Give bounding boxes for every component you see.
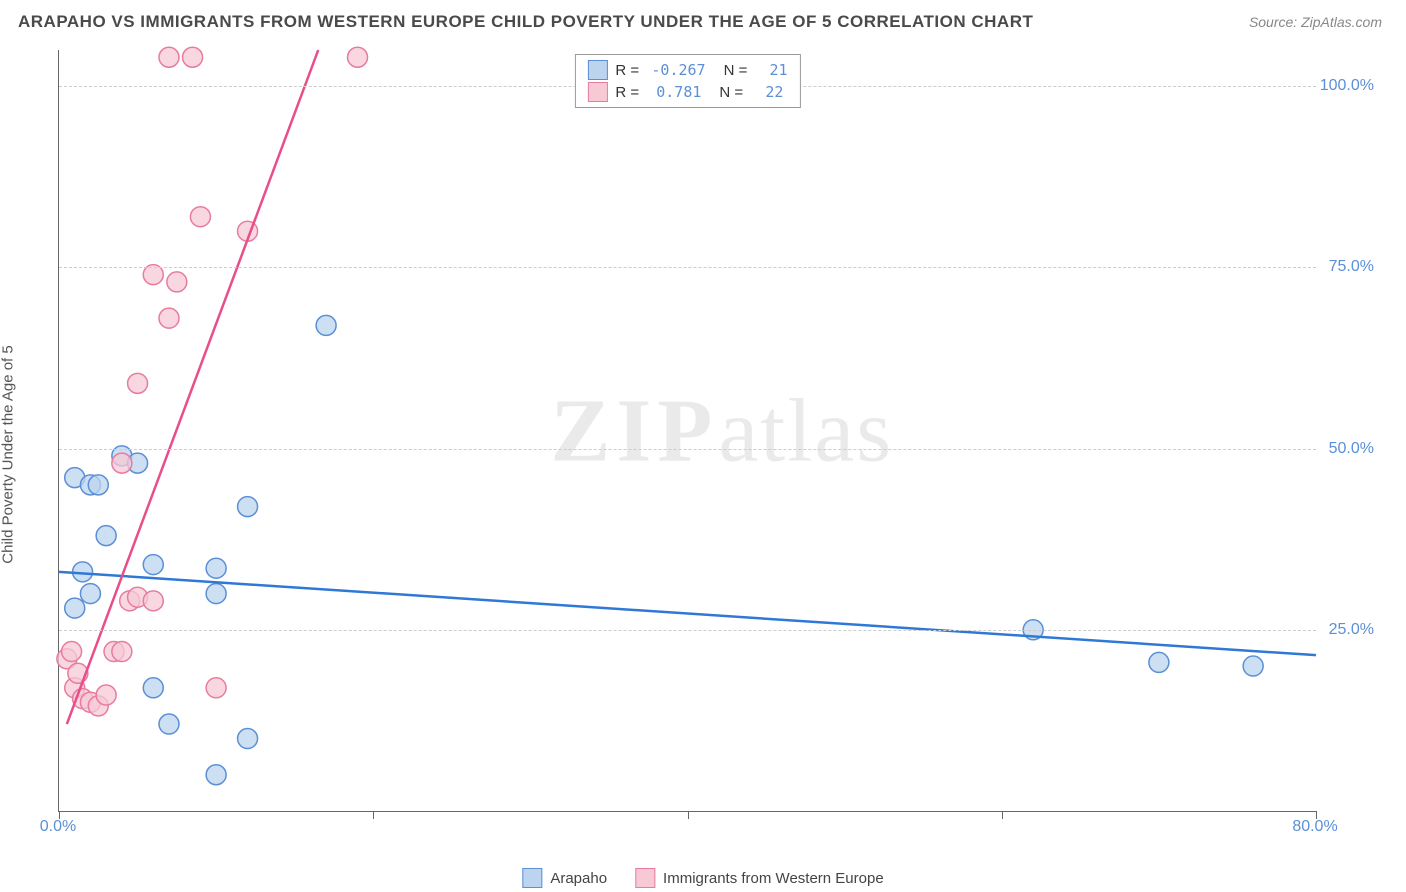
y-tick-label: 50.0% [1329,440,1374,458]
legend-label: Arapaho [550,870,607,887]
legend-swatch [635,868,655,888]
data-point [80,584,100,604]
legend-row: R = -0.267 N = 21 [587,59,787,81]
gridline [59,267,1316,268]
data-point [183,47,203,67]
x-tick-label: 0.0% [40,818,76,836]
data-point [238,497,258,517]
source-label: Source: [1249,14,1297,30]
x-tick-label: 80.0% [1292,818,1337,836]
legend-label: Immigrants from Western Europe [663,870,884,887]
trend-line [59,572,1316,655]
y-tick-label: 25.0% [1329,621,1374,639]
chart-title: ARAPAHO VS IMMIGRANTS FROM WESTERN EUROP… [18,12,1033,32]
n-value: 21 [760,61,788,79]
data-point [206,584,226,604]
legend-swatch [587,60,607,80]
scatter-plot-svg [59,50,1316,811]
data-point [62,642,82,662]
data-point [143,678,163,698]
data-point [1149,652,1169,672]
r-label: R = [615,84,643,101]
n-label: N = [724,62,752,79]
y-tick-label: 100.0% [1320,77,1374,95]
y-axis-label: Child Poverty Under the Age of 5 [0,345,17,563]
data-point [348,47,368,67]
data-point [206,678,226,698]
trend-line [67,50,318,724]
data-point [96,526,116,546]
data-point [206,558,226,578]
legend-swatch [522,868,542,888]
data-point [65,598,85,618]
data-point [159,714,179,734]
gridline [59,630,1316,631]
data-point [143,591,163,611]
x-tick [373,811,374,819]
legend-item: Arapaho [522,868,607,888]
data-point [159,308,179,328]
series-legend: Arapaho Immigrants from Western Europe [522,868,883,888]
r-value: 0.781 [651,83,701,101]
legend-row: R = 0.781 N = 22 [587,81,787,103]
data-point [159,47,179,67]
data-point [96,685,116,705]
source-attribution: Source: ZipAtlas.com [1249,14,1382,30]
chart-container: ZIPatlas R = -0.267 N = 21 R = 0.781 N =… [50,50,1386,842]
r-value: -0.267 [651,61,705,79]
data-point [1243,656,1263,676]
gridline [59,449,1316,450]
data-point [316,315,336,335]
n-value: 22 [755,83,783,101]
source-link[interactable]: ZipAtlas.com [1301,14,1382,30]
data-point [128,373,148,393]
n-label: N = [719,84,747,101]
data-point [167,272,187,292]
correlation-legend: R = -0.267 N = 21 R = 0.781 N = 22 [574,54,800,108]
y-tick-label: 75.0% [1329,258,1374,276]
data-point [112,453,132,473]
x-tick [688,811,689,819]
data-point [238,729,258,749]
data-point [143,555,163,575]
plot-area: ZIPatlas R = -0.267 N = 21 R = 0.781 N =… [58,50,1316,812]
x-tick [1002,811,1003,819]
r-label: R = [615,62,643,79]
data-point [206,765,226,785]
legend-swatch [587,82,607,102]
data-point [112,642,132,662]
data-point [88,475,108,495]
legend-item: Immigrants from Western Europe [635,868,884,888]
data-point [190,207,210,227]
